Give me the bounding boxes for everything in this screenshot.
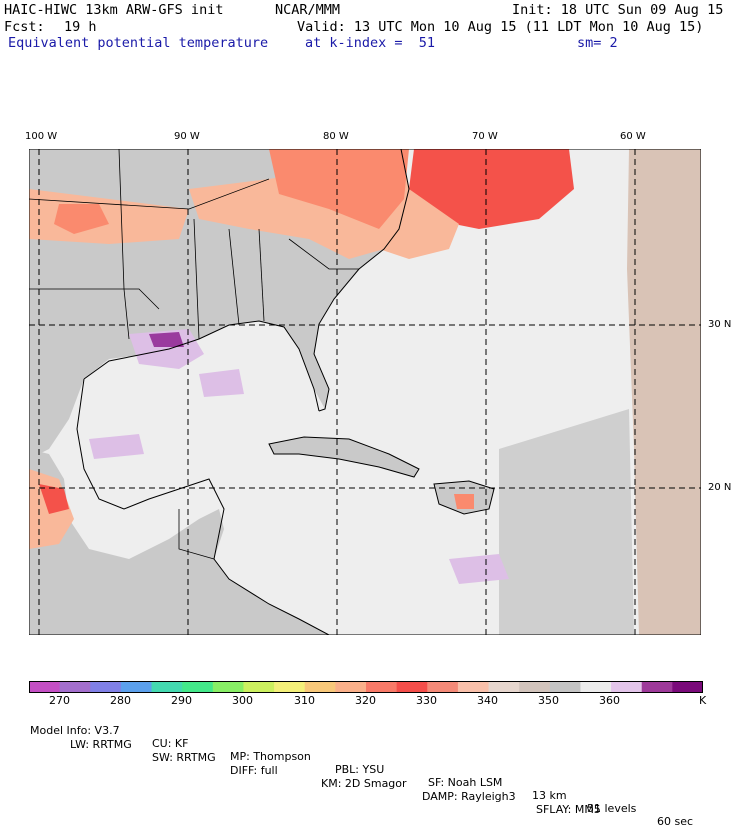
footer-item: Model Info: V3.7 — [30, 724, 120, 737]
colorbar-tick: 360 — [599, 694, 620, 707]
theta-e-map — [29, 149, 701, 635]
colorbar-swatch — [212, 681, 244, 693]
colorbar-swatch — [457, 681, 490, 693]
footer-item: PBL: YSU — [335, 763, 385, 776]
colorbar-swatch — [151, 681, 183, 693]
footer-item: DAMP: Rayleigh3 — [422, 790, 516, 803]
colorbar-tick: 300 — [232, 694, 253, 707]
colorbar-swatch — [519, 681, 551, 693]
colorbar-swatch — [274, 681, 306, 693]
colorbar-unit: K — [699, 694, 707, 707]
lat-label-30n: 30 N — [708, 319, 732, 330]
colorbar-tick: 330 — [416, 694, 437, 707]
colorbar-swatch — [90, 681, 122, 693]
colorbar-swatch — [641, 681, 673, 693]
lon-label-80w: 80 W — [323, 131, 349, 142]
footer-item: SFLAY: MM5 — [536, 803, 601, 816]
grey-region-atlantic — [499, 409, 634, 635]
colorbar-frame — [29, 681, 703, 693]
lon-label-90w: 90 W — [174, 131, 200, 142]
colorbar-swatch — [611, 681, 643, 693]
colorbar-swatch — [120, 681, 153, 693]
colorbar-tick: 290 — [171, 694, 192, 707]
colorbar-swatch — [29, 681, 61, 693]
colorbar-swatch — [304, 681, 336, 693]
valid-time: Valid: 13 UTC Mon 10 Aug 15 (11 LDT Mon … — [297, 19, 704, 35]
field-name: Equivalent potential temperature — [8, 35, 269, 51]
lavender-patch-caribbean — [449, 554, 509, 584]
footer-item: 13 km — [532, 789, 567, 802]
hot-spot-mexico — [39, 484, 69, 514]
colorbar-swatch — [335, 681, 367, 693]
lon-label-60w: 60 W — [620, 131, 646, 142]
warm-region-midatlantic — [269, 149, 409, 229]
color-bar — [29, 681, 703, 693]
colorbar-tick: 270 — [49, 694, 70, 707]
colorbar-swatch — [182, 681, 214, 693]
init-time: Init: 18 UTC Sun 09 Aug 15 — [512, 2, 724, 18]
colorbar-swatch — [366, 681, 398, 693]
forecast-hour: 19 h — [64, 19, 97, 35]
colorbar-swatch — [672, 681, 703, 693]
colorbar-tick: 310 — [294, 694, 315, 707]
colorbar-tick: 340 — [477, 694, 498, 707]
cuba — [269, 437, 419, 477]
colorbar-tick: 350 — [538, 694, 559, 707]
colorbar-swatch — [243, 681, 275, 693]
forecast-label: Fcst: — [4, 19, 45, 35]
footer-item: MP: Thompson — [230, 750, 311, 763]
level-label: at k-index = 51 — [305, 35, 436, 51]
footer-item: SW: RRTMG — [152, 751, 216, 764]
colorbar-swatch — [488, 681, 520, 693]
lavender-patch-west-gulf — [89, 434, 144, 459]
footer-item: DIFF: full — [230, 764, 278, 777]
state-borders — [29, 149, 359, 560]
tan-region-east — [627, 149, 701, 635]
footer-item: CU: KF — [152, 737, 189, 750]
hot-region-offshore — [409, 149, 574, 229]
colorbar-swatch — [549, 681, 581, 693]
lat-label-20n: 20 N — [708, 482, 732, 493]
colorbar-swatch — [580, 681, 612, 693]
org-label: NCAR/MMM — [275, 2, 341, 18]
lon-label-70w: 70 W — [472, 131, 498, 142]
colorbar-tick: 320 — [355, 694, 376, 707]
colorbar-swatch — [427, 681, 459, 693]
lat-lon-grid — [29, 149, 701, 635]
footer-item: 60 sec — [657, 815, 694, 828]
colorbar-swatch — [396, 681, 428, 693]
coastlines — [76, 149, 495, 635]
colorbar-tick: 280 — [110, 694, 131, 707]
model-info-line2: LW: RRTMG SW: RRTMG DIFF: full KM: 2D Sm… — [30, 725, 601, 816]
warm-spot-hispaniola — [454, 494, 474, 509]
warm-region-coastal — [379, 189, 459, 259]
colorbar-swatch — [59, 681, 91, 693]
gulf-of-mexico — [77, 321, 319, 509]
lon-label-100w: 100 W — [25, 131, 58, 142]
smoothing-label: sm= 2 — [577, 35, 618, 51]
footer-item: SF: Noah LSM — [428, 776, 503, 789]
footer-item: KM: 2D Smagor — [321, 777, 407, 790]
warm-spot-plains — [54, 204, 109, 234]
purple-patch-louisiana — [149, 332, 184, 347]
lavender-patch-gulf — [199, 369, 244, 397]
model-title: HAIC-HIWC 13km ARW-GFS init — [4, 2, 224, 18]
